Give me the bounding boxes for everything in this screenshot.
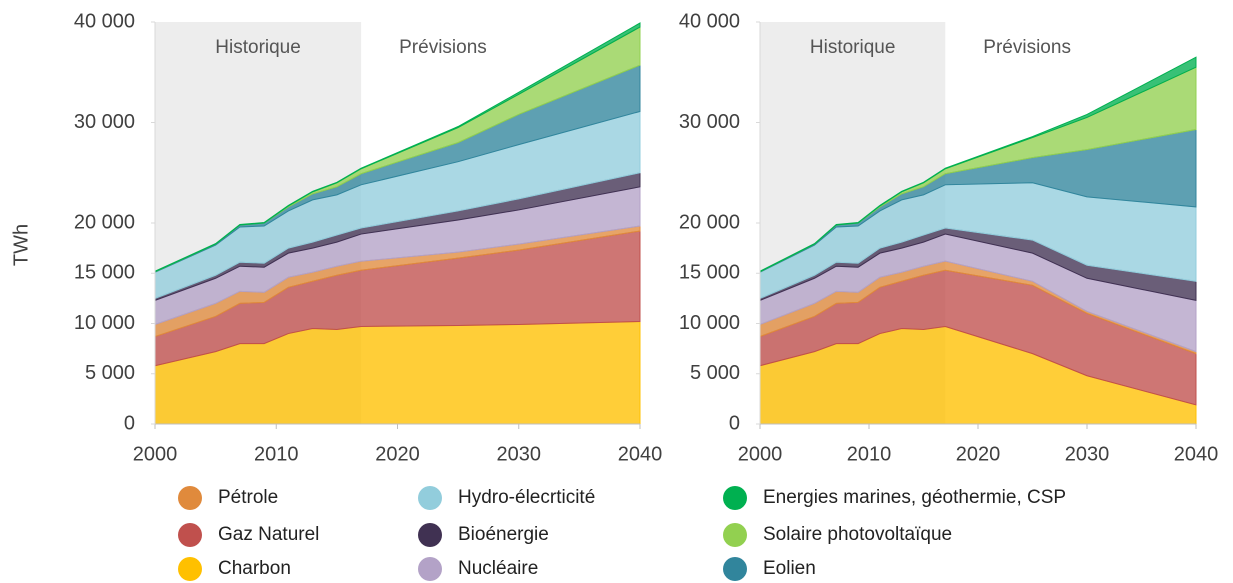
y-tick-label: 10 000 <box>679 312 740 334</box>
legend-label: Hydro-élecrticité <box>458 487 595 508</box>
legend-marker <box>418 523 442 547</box>
legend-marker <box>418 557 442 581</box>
x-tick-label: 2030 <box>1065 443 1110 465</box>
y-tick-label: 30 000 <box>679 111 740 133</box>
x-tick-label: 2040 <box>618 443 663 465</box>
x-tick-label: 2000 <box>133 443 178 465</box>
x-tick-label: 2030 <box>497 443 542 465</box>
x-tick-label: 2010 <box>847 443 892 465</box>
legend-marker <box>723 523 747 547</box>
y-tick-label: 0 <box>729 412 740 434</box>
legend-label: Nucléaire <box>458 558 538 579</box>
y-tick-label: 5 000 <box>690 362 740 384</box>
legend-label: Solaire photovoltaïque <box>763 524 952 545</box>
x-tick-label: 2010 <box>254 443 299 465</box>
area <box>759 56 1197 273</box>
legend-label: Energies marines, géothermie, CSP <box>763 487 1066 508</box>
y-tick-label: 20 000 <box>74 211 135 233</box>
legend-marker <box>723 557 747 581</box>
y-tick-label: 5 000 <box>85 362 135 384</box>
legend-label: Gaz Naturel <box>218 524 319 545</box>
legend-marker <box>723 486 747 510</box>
annotation: Historique <box>810 37 896 58</box>
area <box>154 22 641 273</box>
y-tick-label: 20 000 <box>679 211 740 233</box>
y-tick-label: 40 000 <box>74 10 135 32</box>
legend-label: Pétrole <box>218 487 278 508</box>
y-tick-label: 0 <box>124 412 135 434</box>
annotation: Historique <box>215 37 301 58</box>
legend-marker <box>418 486 442 510</box>
legend-marker <box>178 486 202 510</box>
annotation: Prévisions <box>983 37 1071 58</box>
x-tick-label: 2020 <box>956 443 1001 465</box>
legend-marker <box>178 523 202 547</box>
y-tick-label: 10 000 <box>74 312 135 334</box>
legend-label: Bioénergie <box>458 524 549 545</box>
y-tick-label: 15 000 <box>74 262 135 284</box>
y-axis-label: TWh <box>10 224 32 266</box>
x-tick-label: 2000 <box>738 443 783 465</box>
annotation: Prévisions <box>399 37 487 58</box>
legend-label: Eolien <box>763 558 816 579</box>
y-tick-label: 30 000 <box>74 111 135 133</box>
y-tick-label: 40 000 <box>679 10 740 32</box>
y-tick-label: 15 000 <box>679 262 740 284</box>
legend-label: Charbon <box>218 558 291 579</box>
x-tick-label: 2040 <box>1174 443 1219 465</box>
legend-marker <box>178 557 202 581</box>
x-tick-label: 2020 <box>375 443 420 465</box>
